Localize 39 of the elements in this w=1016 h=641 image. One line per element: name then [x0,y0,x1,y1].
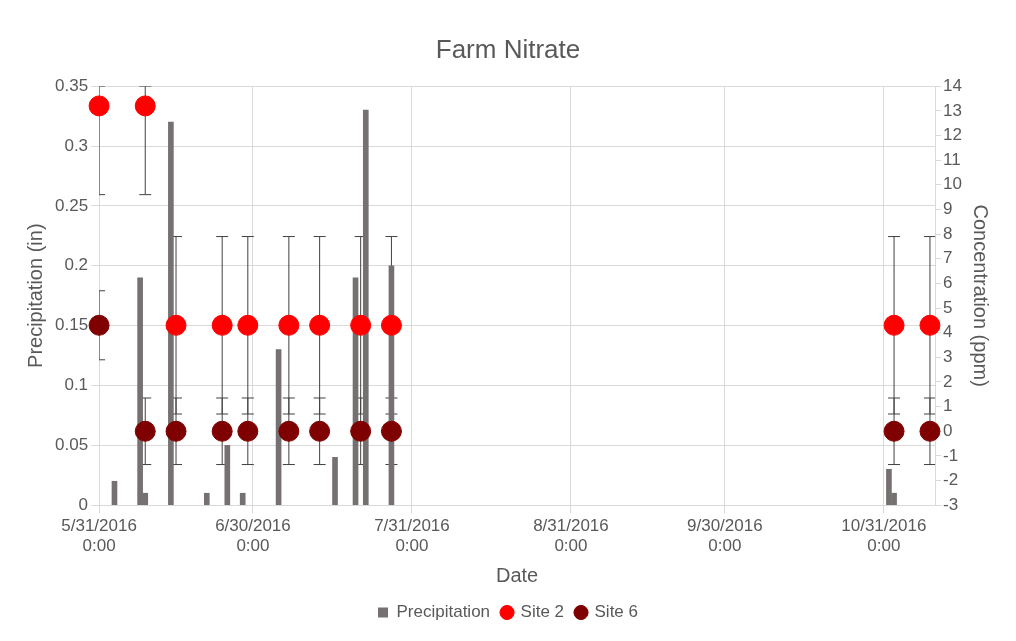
x-tick-label: 6/30/2016 0:00 [215,516,291,556]
x-tick-label: 10/31/2016 0:00 [841,516,927,556]
y2-tick-label: -3 [943,494,959,514]
chart-title: Farm Nitrate [435,33,581,64]
y2-tick-label: 1 [943,396,953,416]
y2-tick-label: 5 [943,297,953,317]
y-tick-label: 0.15 [54,315,89,335]
y2-tick-label: 12 [943,125,963,145]
y2-tick-label: 4 [943,322,953,342]
y2-tick-label: 14 [943,75,963,95]
y2-tick-label: 6 [943,273,953,293]
x-tick-label: 5/31/2016 0:00 [61,516,137,556]
y2-tick-label: 3 [943,347,953,367]
y2-tick-label: 13 [943,100,963,120]
y2-tick-label: 10 [943,174,963,194]
y2-tick-label: -2 [943,470,959,490]
legend-label: Site 6 [594,602,639,622]
y-tick-label: 0.3 [64,135,89,155]
y-tick-label: 0.2 [64,255,89,275]
y-axis-title: Precipitation (in) [23,223,46,368]
y-tick-label: 0.05 [54,435,89,455]
x-tick-label: 8/31/2016 0:00 [533,516,609,556]
x-axis-title: Date [495,563,539,586]
y2-tick-label: 11 [943,149,961,169]
legend-label: Precipitation [396,602,491,622]
y-tick-label: 0.1 [64,375,89,395]
y-tick-label: 0.25 [54,195,89,215]
y-tick-label: 0 [78,494,89,514]
y2-tick-label: 9 [943,199,953,219]
y2-tick-label: 8 [943,223,953,243]
x-tick-label: 9/30/2016 0:00 [686,516,763,556]
y2-tick-label: 7 [943,248,953,268]
y2-tick-label: 0 [943,420,953,440]
y2-tick-label: -1 [943,445,959,465]
y-tick-label: 0.35 [54,75,89,95]
x-tick-label: 7/31/2016 0:00 [374,516,450,556]
y2-axis-title: Concentration (ppm) [970,204,993,387]
y2-tick-label: 2 [943,371,953,391]
legend-label: Site 2 [520,602,565,622]
